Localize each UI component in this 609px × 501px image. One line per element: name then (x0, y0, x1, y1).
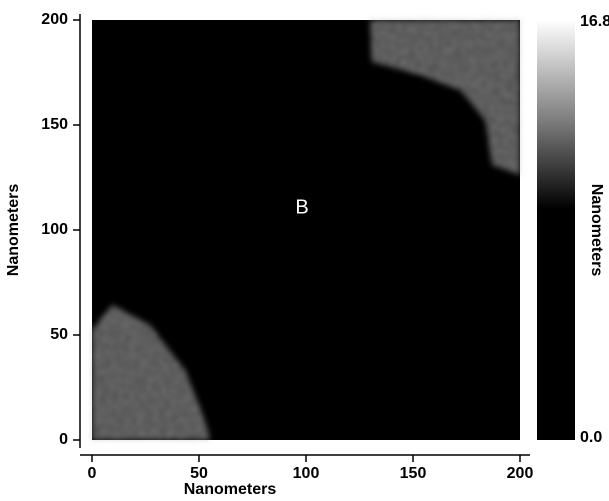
afm-image (92, 20, 520, 440)
x-tick-label: 100 (293, 465, 320, 482)
x-tick-label: 150 (400, 465, 427, 482)
x-tick-label: 200 (507, 465, 534, 482)
y-tick-label: 50 (50, 326, 68, 343)
colorbar (537, 20, 575, 440)
colorbar-label: Nanometers (588, 184, 605, 277)
y-tick-label: 200 (41, 11, 68, 28)
colorbar-tick-label: 16.8 (580, 13, 609, 30)
y-tick-label: 0 (59, 431, 68, 448)
annotation: B (295, 196, 308, 218)
y-axis-label: Nanometers (5, 184, 22, 277)
y-tick-label: 100 (41, 221, 68, 238)
x-tick-label: 0 (88, 465, 97, 482)
x-tick-label: 50 (190, 465, 208, 482)
y-tick-label: 150 (41, 116, 68, 133)
x-axis-label: Nanometers (184, 481, 277, 498)
colorbar-tick-label: 0.0 (580, 429, 602, 446)
